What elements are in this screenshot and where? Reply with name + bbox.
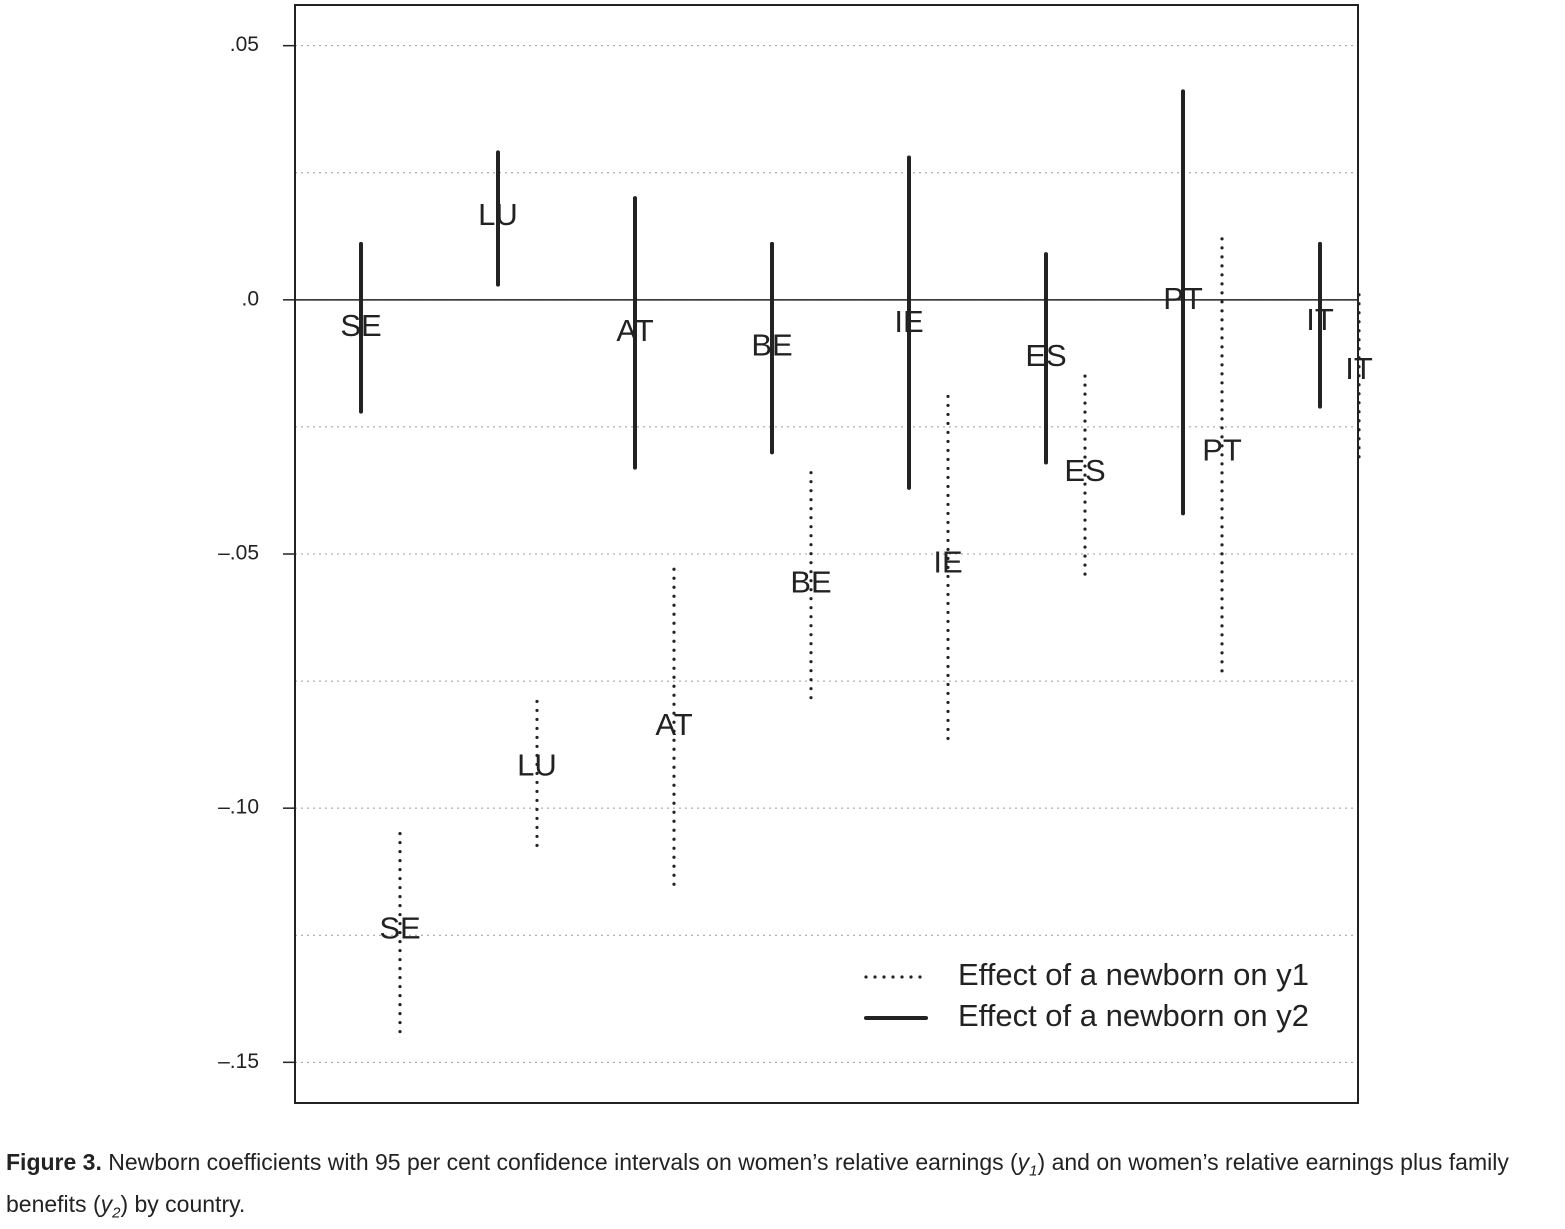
caption-text: 1 (1029, 1162, 1038, 1180)
caption-text: y (100, 1190, 113, 1217)
estimate-label: SE (379, 910, 420, 945)
caption-text: Newborn coefficients with 95 per cent co… (108, 1149, 1018, 1175)
estimate-label: IE (894, 304, 923, 339)
estimate-label: IT (1306, 302, 1334, 337)
estimate-label: LU (517, 748, 557, 783)
estimate-label: PT (1163, 281, 1203, 316)
estimate-label: BE (790, 565, 831, 600)
estimate-label: BE (751, 327, 792, 362)
legend-label: Effect of a newborn on y2 (958, 998, 1309, 1033)
estimate-label: IT (1345, 351, 1373, 386)
estimate-label: AT (655, 707, 692, 742)
estimate-label: IE (933, 544, 962, 579)
caption-text: ) by country. (120, 1190, 246, 1217)
y-tick-label: –.05 (218, 542, 259, 565)
estimate-label: LU (478, 197, 518, 232)
estimate-label: ES (1025, 338, 1066, 373)
estimate-label: ES (1064, 453, 1105, 488)
caption: Figure 3. Newborn coefficients with 95 p… (6, 1146, 1556, 1229)
y-tick-label: –.15 (218, 1050, 259, 1073)
y-tick-label: .0 (241, 287, 259, 310)
caption-text: Figure 3. (6, 1149, 102, 1175)
y-tick-label: .05 (230, 33, 259, 56)
legend-label: Effect of a newborn on y1 (958, 957, 1309, 992)
estimate-label: SE (340, 308, 381, 343)
y-tick-label: –.10 (218, 796, 259, 819)
estimate-label: PT (1202, 433, 1242, 468)
chart: .05 .0 –.05 –.10 –.15 SE LU AT BE IE ES PT IT SE LU AT B… (218, 4, 1373, 1104)
caption-text: y (1017, 1149, 1030, 1175)
estimate-label: AT (616, 313, 653, 348)
plot-frame (294, 4, 1359, 1104)
